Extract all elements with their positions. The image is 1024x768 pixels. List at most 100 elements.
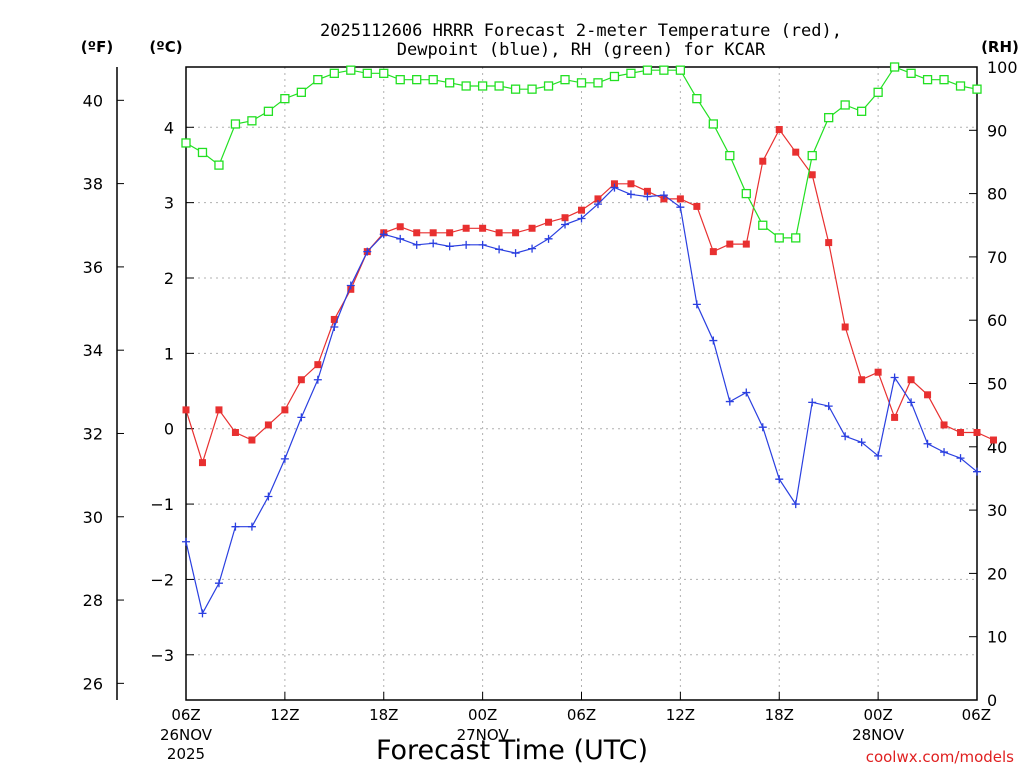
dewpoint-point <box>676 203 685 212</box>
rh-point <box>856 106 867 116</box>
temperature-point <box>231 428 239 436</box>
temperature-point <box>281 406 289 414</box>
temperature-point <box>396 223 404 231</box>
x-date-label: 28NOV <box>852 726 905 744</box>
celsius-tick-label: 3 <box>164 194 174 213</box>
temperature-point <box>742 240 750 248</box>
rh-point <box>313 75 323 85</box>
dewpoint-point <box>808 398 817 407</box>
rh-point <box>939 75 949 85</box>
rh-point <box>675 65 686 75</box>
fahrenheit-tick-label: 36 <box>83 258 103 277</box>
dewpoint-point <box>363 247 372 256</box>
rh-point <box>725 150 735 161</box>
dewpoint-point <box>626 190 635 199</box>
dewpoint-point <box>495 245 504 254</box>
temperature-point <box>808 171 816 179</box>
rh-point <box>461 81 471 91</box>
temperature-point <box>841 323 849 331</box>
x-axis-title: Forecast Time (UTC) <box>376 735 648 766</box>
rh-tick-label: 60 <box>987 311 1007 330</box>
temperature-line <box>185 128 994 465</box>
rh-point <box>560 75 570 85</box>
rh-point <box>510 84 521 94</box>
rh-point <box>873 87 883 97</box>
rh-point <box>445 78 455 88</box>
rh-tick-label: 90 <box>987 121 1007 140</box>
celsius-tick-label: −2 <box>150 570 174 589</box>
temperature-point <box>759 157 767 165</box>
temperature-point <box>314 361 322 369</box>
rh-point <box>889 62 900 72</box>
dewpoint-point <box>182 537 190 546</box>
rh-point <box>329 68 339 78</box>
x-year-label: 2025 <box>167 745 205 763</box>
rh-tick-label: 20 <box>987 564 1007 583</box>
dewpoint-point <box>478 240 487 249</box>
temperature-point <box>891 413 899 421</box>
rh-point <box>774 233 784 243</box>
rh-point <box>494 81 504 91</box>
rh-point <box>741 188 751 199</box>
dewpoint-point <box>247 522 256 531</box>
temperature-point <box>248 436 256 444</box>
rh-point <box>824 112 834 123</box>
rh-point <box>230 119 241 129</box>
dewpoint-point <box>445 242 454 251</box>
rh-point <box>280 94 290 104</box>
x-tick-label: 12Z <box>666 706 695 724</box>
dewpoint-point <box>462 240 471 249</box>
dewpoint-point <box>775 475 784 484</box>
dewpoint-point <box>313 375 322 384</box>
temperature-point <box>643 187 651 195</box>
dewpoint-point <box>330 322 339 331</box>
rh-point <box>296 87 307 97</box>
rh-point <box>477 81 488 91</box>
dewpoint-point <box>561 220 570 229</box>
celsius-tick-label: −1 <box>150 495 174 514</box>
dewpoint-point <box>544 234 553 243</box>
watermark: coolwx.com/models <box>866 748 1014 766</box>
temperature-point <box>973 428 981 436</box>
rh-axis-label: (RH) <box>981 38 1019 56</box>
celsius-axis-label: (ºC) <box>149 38 182 56</box>
celsius-tick-label: 4 <box>164 118 174 137</box>
fahrenheit-tick-label: 32 <box>83 424 103 443</box>
rh-point <box>791 233 801 243</box>
fahrenheit-axis-label: (ºF) <box>81 38 113 56</box>
temperature-point <box>940 421 948 429</box>
series-layer <box>181 62 997 618</box>
fahrenheit-tick-label: 30 <box>83 508 103 527</box>
temperature-point <box>512 229 520 237</box>
temperature-point <box>545 218 553 226</box>
rh-tick-label: 70 <box>987 248 1007 267</box>
rh-point <box>412 75 422 85</box>
rh-point <box>346 65 356 75</box>
rh-point <box>626 68 636 78</box>
x-tick-label: 06Z <box>171 706 200 724</box>
rh-point <box>955 81 966 91</box>
rh-point <box>214 160 224 170</box>
rh-point <box>642 65 653 75</box>
series-dewpoint <box>182 183 981 618</box>
dewpoint-point <box>643 192 652 201</box>
celsius-tick-label: 0 <box>164 420 174 439</box>
fahrenheit-tick-label: 28 <box>83 591 103 610</box>
temperature-point <box>924 391 932 399</box>
dewpoint-point <box>593 200 602 209</box>
dewpoint-point <box>742 388 751 397</box>
temperature-point <box>627 180 635 188</box>
x-date-label: 26NOV <box>160 726 213 744</box>
temperature-point <box>957 428 965 436</box>
rh-point <box>840 100 850 110</box>
x-date-label: 27NOV <box>457 726 510 744</box>
rh-point <box>807 150 817 161</box>
x-tick-label: 18Z <box>765 706 794 724</box>
x-tick-label: 06Z <box>567 706 596 724</box>
temperature-point <box>462 224 470 232</box>
dewpoint-point <box>214 579 223 588</box>
rh-tick-label: 30 <box>987 501 1007 520</box>
celsius-tick-label: −3 <box>150 646 174 665</box>
dewpoint-point <box>758 423 767 432</box>
